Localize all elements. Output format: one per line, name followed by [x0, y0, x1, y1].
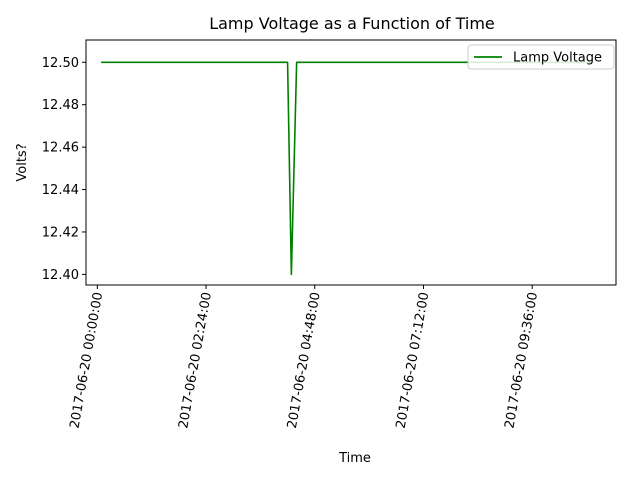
legend: Lamp Voltage	[467, 44, 615, 70]
chart-title: Lamp Voltage as a Function of Time	[209, 14, 495, 33]
y-tick-label: 12.46	[42, 141, 79, 156]
legend-label: Lamp Voltage	[513, 51, 602, 66]
y-axis: 12.40 12.42 12.44 12.46 12.48 12.50	[42, 56, 86, 283]
y-tick-label: 12.48	[42, 98, 79, 113]
legend-box	[467, 44, 615, 70]
series-layer	[101, 61, 594, 276]
y-axis-title: Volts?	[15, 143, 30, 181]
y-tick-label: 12.40	[42, 268, 79, 283]
y-tick-label: 12.42	[42, 225, 79, 240]
plot-frame	[85, 39, 617, 286]
y-tick-label: 12.50	[42, 56, 79, 71]
series-line	[101, 61, 594, 276]
y-tick-label: 12.44	[42, 183, 79, 198]
x-axis-title: Time	[338, 451, 371, 466]
